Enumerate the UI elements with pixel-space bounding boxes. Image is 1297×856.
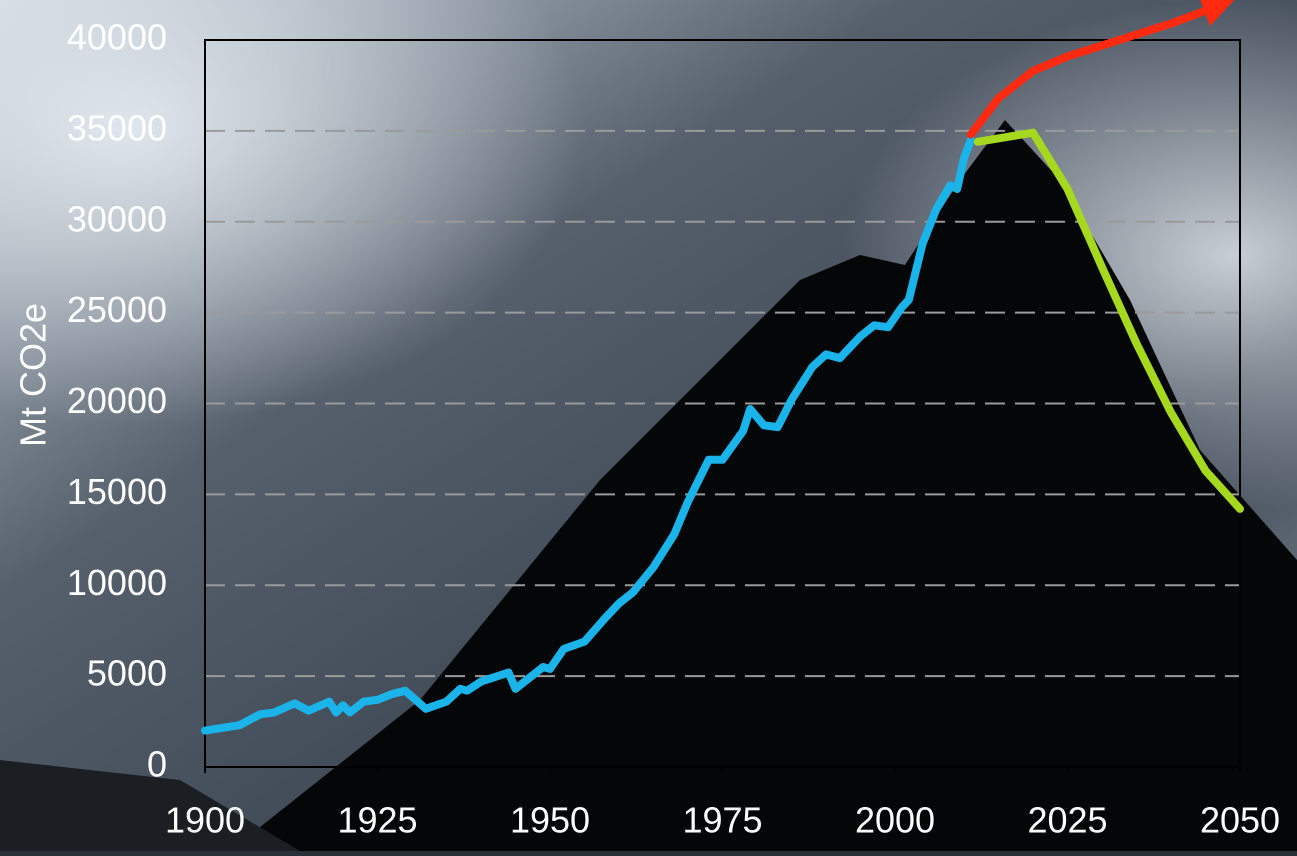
y-tick-label: 25000	[67, 289, 167, 330]
x-tick-label: 1950	[510, 800, 590, 841]
y-tick-label: 20000	[67, 380, 167, 421]
y-tick-label: 15000	[67, 471, 167, 512]
page: {"chart_data": {"type": "line", "y_label…	[0, 0, 1297, 851]
y-tick-label: 30000	[67, 198, 167, 239]
x-tick-label: 1900	[165, 800, 245, 841]
x-tick-label: 1925	[337, 800, 417, 841]
x-tick-label: 2000	[855, 800, 935, 841]
y-tick-label: 40000	[67, 17, 167, 58]
y-tick-label: 5000	[87, 653, 167, 694]
x-tick-label: 2050	[1200, 800, 1280, 841]
y-tick-label: 0	[147, 744, 167, 785]
y-tick-label: 10000	[67, 562, 167, 603]
chart: Mt CO2e 0 5000 10000 15000 20000 25000 30000 35…	[0, 0, 1297, 851]
y-axis-label: Mt CO2e	[13, 303, 54, 447]
y-tick-label: 35000	[67, 107, 167, 148]
x-tick-label: 2025	[1027, 800, 1107, 841]
background	[0, 0, 1297, 851]
x-tick-label: 1975	[682, 800, 762, 841]
